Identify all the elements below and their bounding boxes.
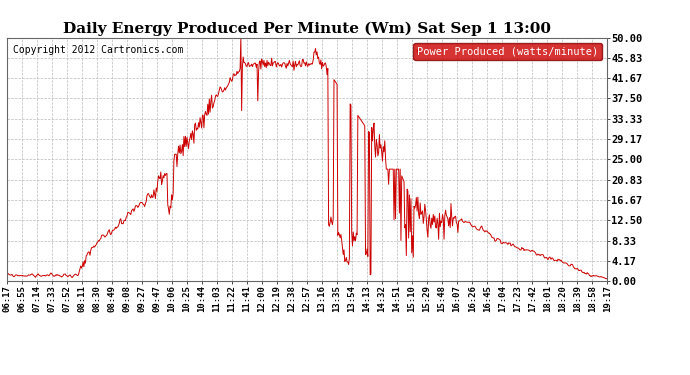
Title: Daily Energy Produced Per Minute (Wm) Sat Sep 1 13:00: Daily Energy Produced Per Minute (Wm) Sa…	[63, 22, 551, 36]
Legend: Power Produced (watts/minute): Power Produced (watts/minute)	[413, 43, 602, 60]
Text: Copyright 2012 Cartronics.com: Copyright 2012 Cartronics.com	[13, 45, 184, 55]
